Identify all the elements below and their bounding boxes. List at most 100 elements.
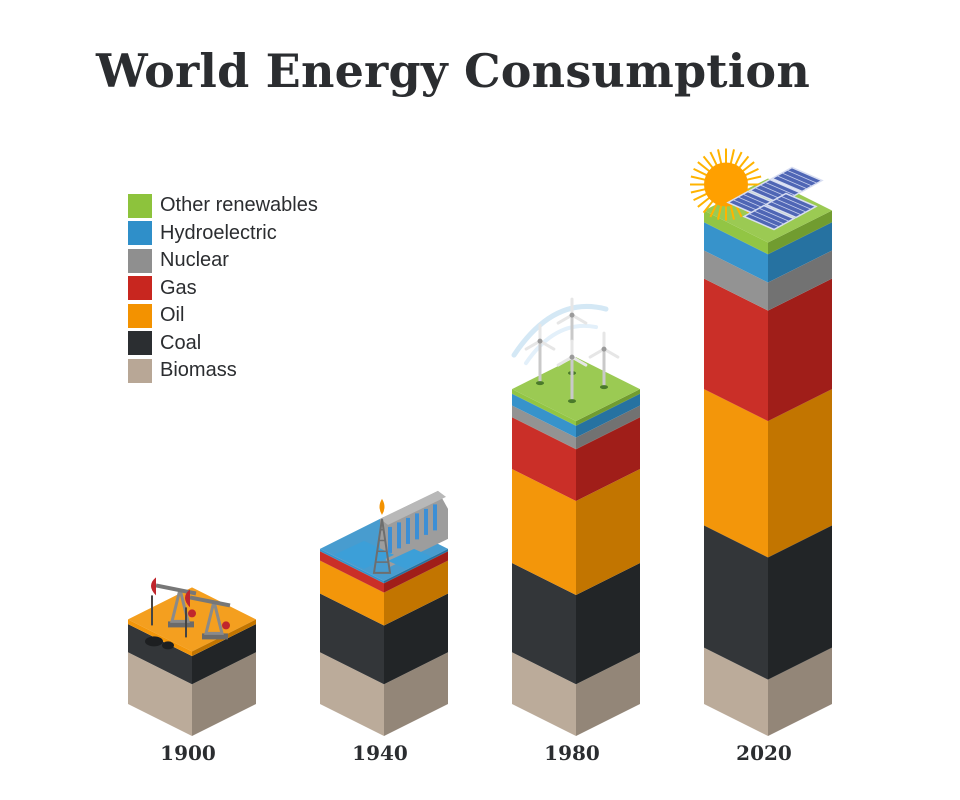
bar-1900-coal-left xyxy=(128,624,192,685)
bar-1940-coal-right xyxy=(384,593,448,685)
wind-turbine-4 xyxy=(588,331,620,390)
turbine-blade xyxy=(556,313,574,325)
bar-1980-hydroelectric-left xyxy=(512,393,576,438)
year-labels-layer: 1900 1940 1980 2020 xyxy=(160,741,792,765)
bar-1940-coal-left xyxy=(320,593,384,685)
sun-ray xyxy=(697,161,711,173)
bar-1980 xyxy=(512,357,640,736)
bar-2020-coal-right xyxy=(768,525,832,680)
sun-ray xyxy=(709,151,719,167)
panel-grid xyxy=(775,198,807,213)
bar-2020-oil-left xyxy=(704,389,768,558)
legend-label-coal: Coal xyxy=(160,331,202,354)
sun-icon xyxy=(690,148,762,221)
coal-lump-icon xyxy=(145,636,163,647)
turbine-blade xyxy=(570,313,588,325)
bar-1980-hydroelectric-right xyxy=(576,393,640,438)
bar-1980-gas-left xyxy=(512,417,576,501)
bar-2020-biomass-right xyxy=(768,647,832,736)
legend-swatch-gas xyxy=(128,276,152,301)
turbine-hub xyxy=(569,354,575,360)
sun-ray xyxy=(729,149,735,166)
pumpjack-base xyxy=(168,621,194,628)
bar-1940-oil-right xyxy=(384,560,448,626)
legend-label-hydroelectric: Hydroelectric xyxy=(160,221,277,244)
bar-1900-coal-right xyxy=(192,624,256,685)
legend-label-other-renewables: Other renewables xyxy=(160,194,318,217)
legend-item-other-renewables: Other renewables xyxy=(128,192,318,220)
bar-2020-other-renewables-right xyxy=(768,210,832,255)
year-label-2020: 2020 xyxy=(736,741,792,765)
legend-swatch-oil xyxy=(128,303,152,328)
bar-1980-coal-right xyxy=(576,563,640,685)
legend-item-nuclear: Nuclear xyxy=(128,247,318,275)
wind-swirl xyxy=(511,303,609,358)
dam-spillway xyxy=(388,526,392,553)
bar-1980-top xyxy=(512,357,640,422)
turbine-blade xyxy=(588,347,606,359)
bar-2020-gas-left xyxy=(704,278,768,422)
wind-turbines-icon xyxy=(511,297,620,404)
sun-ray xyxy=(729,203,735,220)
solar-panel-4 xyxy=(742,204,796,231)
sun-ray xyxy=(693,192,709,202)
panel-grid xyxy=(770,201,802,216)
turbine-blade xyxy=(602,347,620,359)
sun-disc xyxy=(704,162,748,207)
bar-1940-gas-right xyxy=(384,551,448,593)
derrick-frame xyxy=(372,518,392,574)
panel-grid xyxy=(786,169,818,184)
legend-item-oil: Oil xyxy=(128,302,318,330)
pumpjack-2 xyxy=(185,589,231,640)
pumpjack-head xyxy=(151,577,156,596)
bar-1980-other-renewables-left xyxy=(512,389,576,426)
bar-1940-biomass-left xyxy=(320,652,384,736)
oil-pumpjack-icon xyxy=(145,577,231,650)
bar-2020 xyxy=(704,178,832,736)
sun-ray xyxy=(737,155,750,170)
pumpjack-frame xyxy=(204,601,224,635)
bars-layer xyxy=(128,178,832,736)
bar-2020-hydroelectric-right xyxy=(768,222,832,283)
panel-grid xyxy=(748,213,780,228)
bar-1980-coal-left xyxy=(512,563,576,685)
pumpjack-frame xyxy=(170,589,190,623)
solar-panels-icon xyxy=(726,166,824,231)
bar-1980-nuclear-left xyxy=(512,405,576,450)
bar-1980-biomass-left xyxy=(512,652,576,736)
turbine-base xyxy=(600,385,608,390)
bar-1940-oil-left xyxy=(320,560,384,626)
oil-derrick-icon xyxy=(372,498,392,574)
bar-1900-biomass-right xyxy=(192,652,256,736)
year-label-1940: 1940 xyxy=(352,741,408,765)
turbine-base xyxy=(536,381,544,386)
pumpjack-base xyxy=(202,633,228,640)
legend-label-gas: Gas xyxy=(160,276,197,299)
legend-swatch-other-renewables xyxy=(128,193,152,218)
dam-spillway xyxy=(406,517,410,544)
dam-top xyxy=(380,490,446,525)
bar-1980-oil-left xyxy=(512,469,576,595)
panel-grid xyxy=(780,195,812,210)
sun-ray xyxy=(690,187,707,194)
dam-spillway xyxy=(415,513,419,540)
sun-ray xyxy=(693,167,709,177)
bar-2020-nuclear-right xyxy=(768,250,832,311)
bar-2020-other-renewables-left xyxy=(704,210,768,255)
water-pool xyxy=(388,548,432,569)
sun-ray xyxy=(733,151,743,167)
legend-item-gas: Gas xyxy=(128,275,318,303)
bar-1980-biomass-right xyxy=(576,652,640,736)
legend: Other renewables Hydroelectric Nuclear G… xyxy=(128,192,318,385)
legend-swatch-coal xyxy=(128,331,152,356)
turbine-blade xyxy=(524,339,542,351)
bar-1940-biomass-right xyxy=(384,652,448,736)
bar-2020-biomass-left xyxy=(704,647,768,736)
bar-1980-other-renewables-right xyxy=(576,389,640,426)
bar-2020-oil-right xyxy=(768,389,832,558)
bar-2020-hydroelectric-left xyxy=(704,222,768,283)
turbine-blade xyxy=(556,355,574,367)
pumpjack-head xyxy=(185,589,190,608)
dam-spillway xyxy=(433,504,437,531)
dam-spillway xyxy=(397,522,401,549)
